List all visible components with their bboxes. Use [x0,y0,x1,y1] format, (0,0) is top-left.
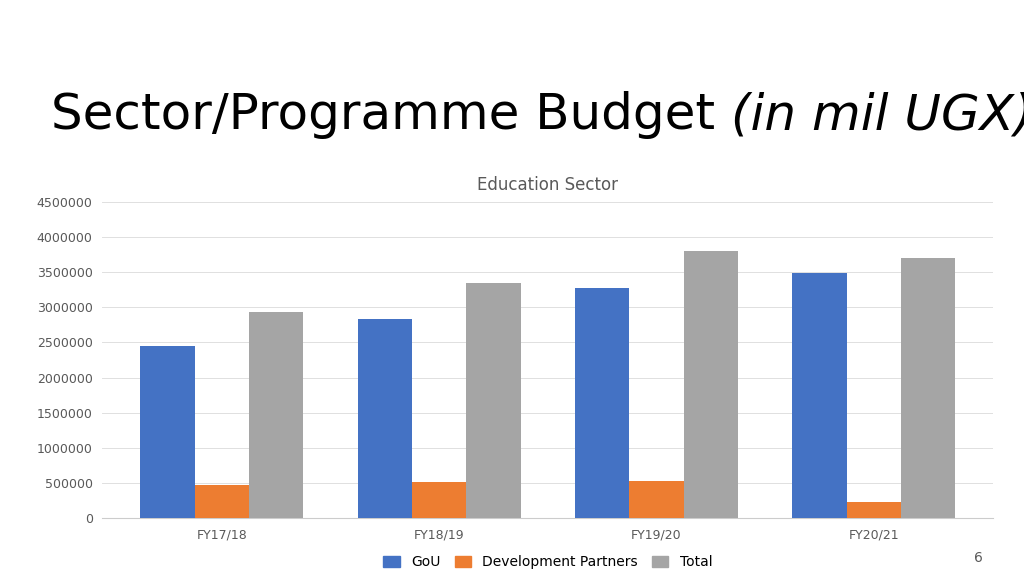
Legend: GoU, Development Partners, Total: GoU, Development Partners, Total [378,550,718,575]
Bar [249,312,303,518]
Bar [847,502,901,518]
Bar [466,283,520,518]
Text: 6: 6 [974,551,983,564]
Bar [357,319,412,518]
Text: (in mil UGX): (in mil UGX) [731,91,1024,139]
Bar [140,346,195,518]
Bar [684,251,738,518]
Bar [901,258,955,518]
Text: Sector/Programme Budget: Sector/Programme Budget [51,91,731,139]
Bar [575,288,630,518]
Bar [793,274,847,518]
Title: Education Sector: Education Sector [477,176,618,195]
Bar [630,481,684,518]
Bar [412,483,466,518]
Bar [195,484,249,518]
